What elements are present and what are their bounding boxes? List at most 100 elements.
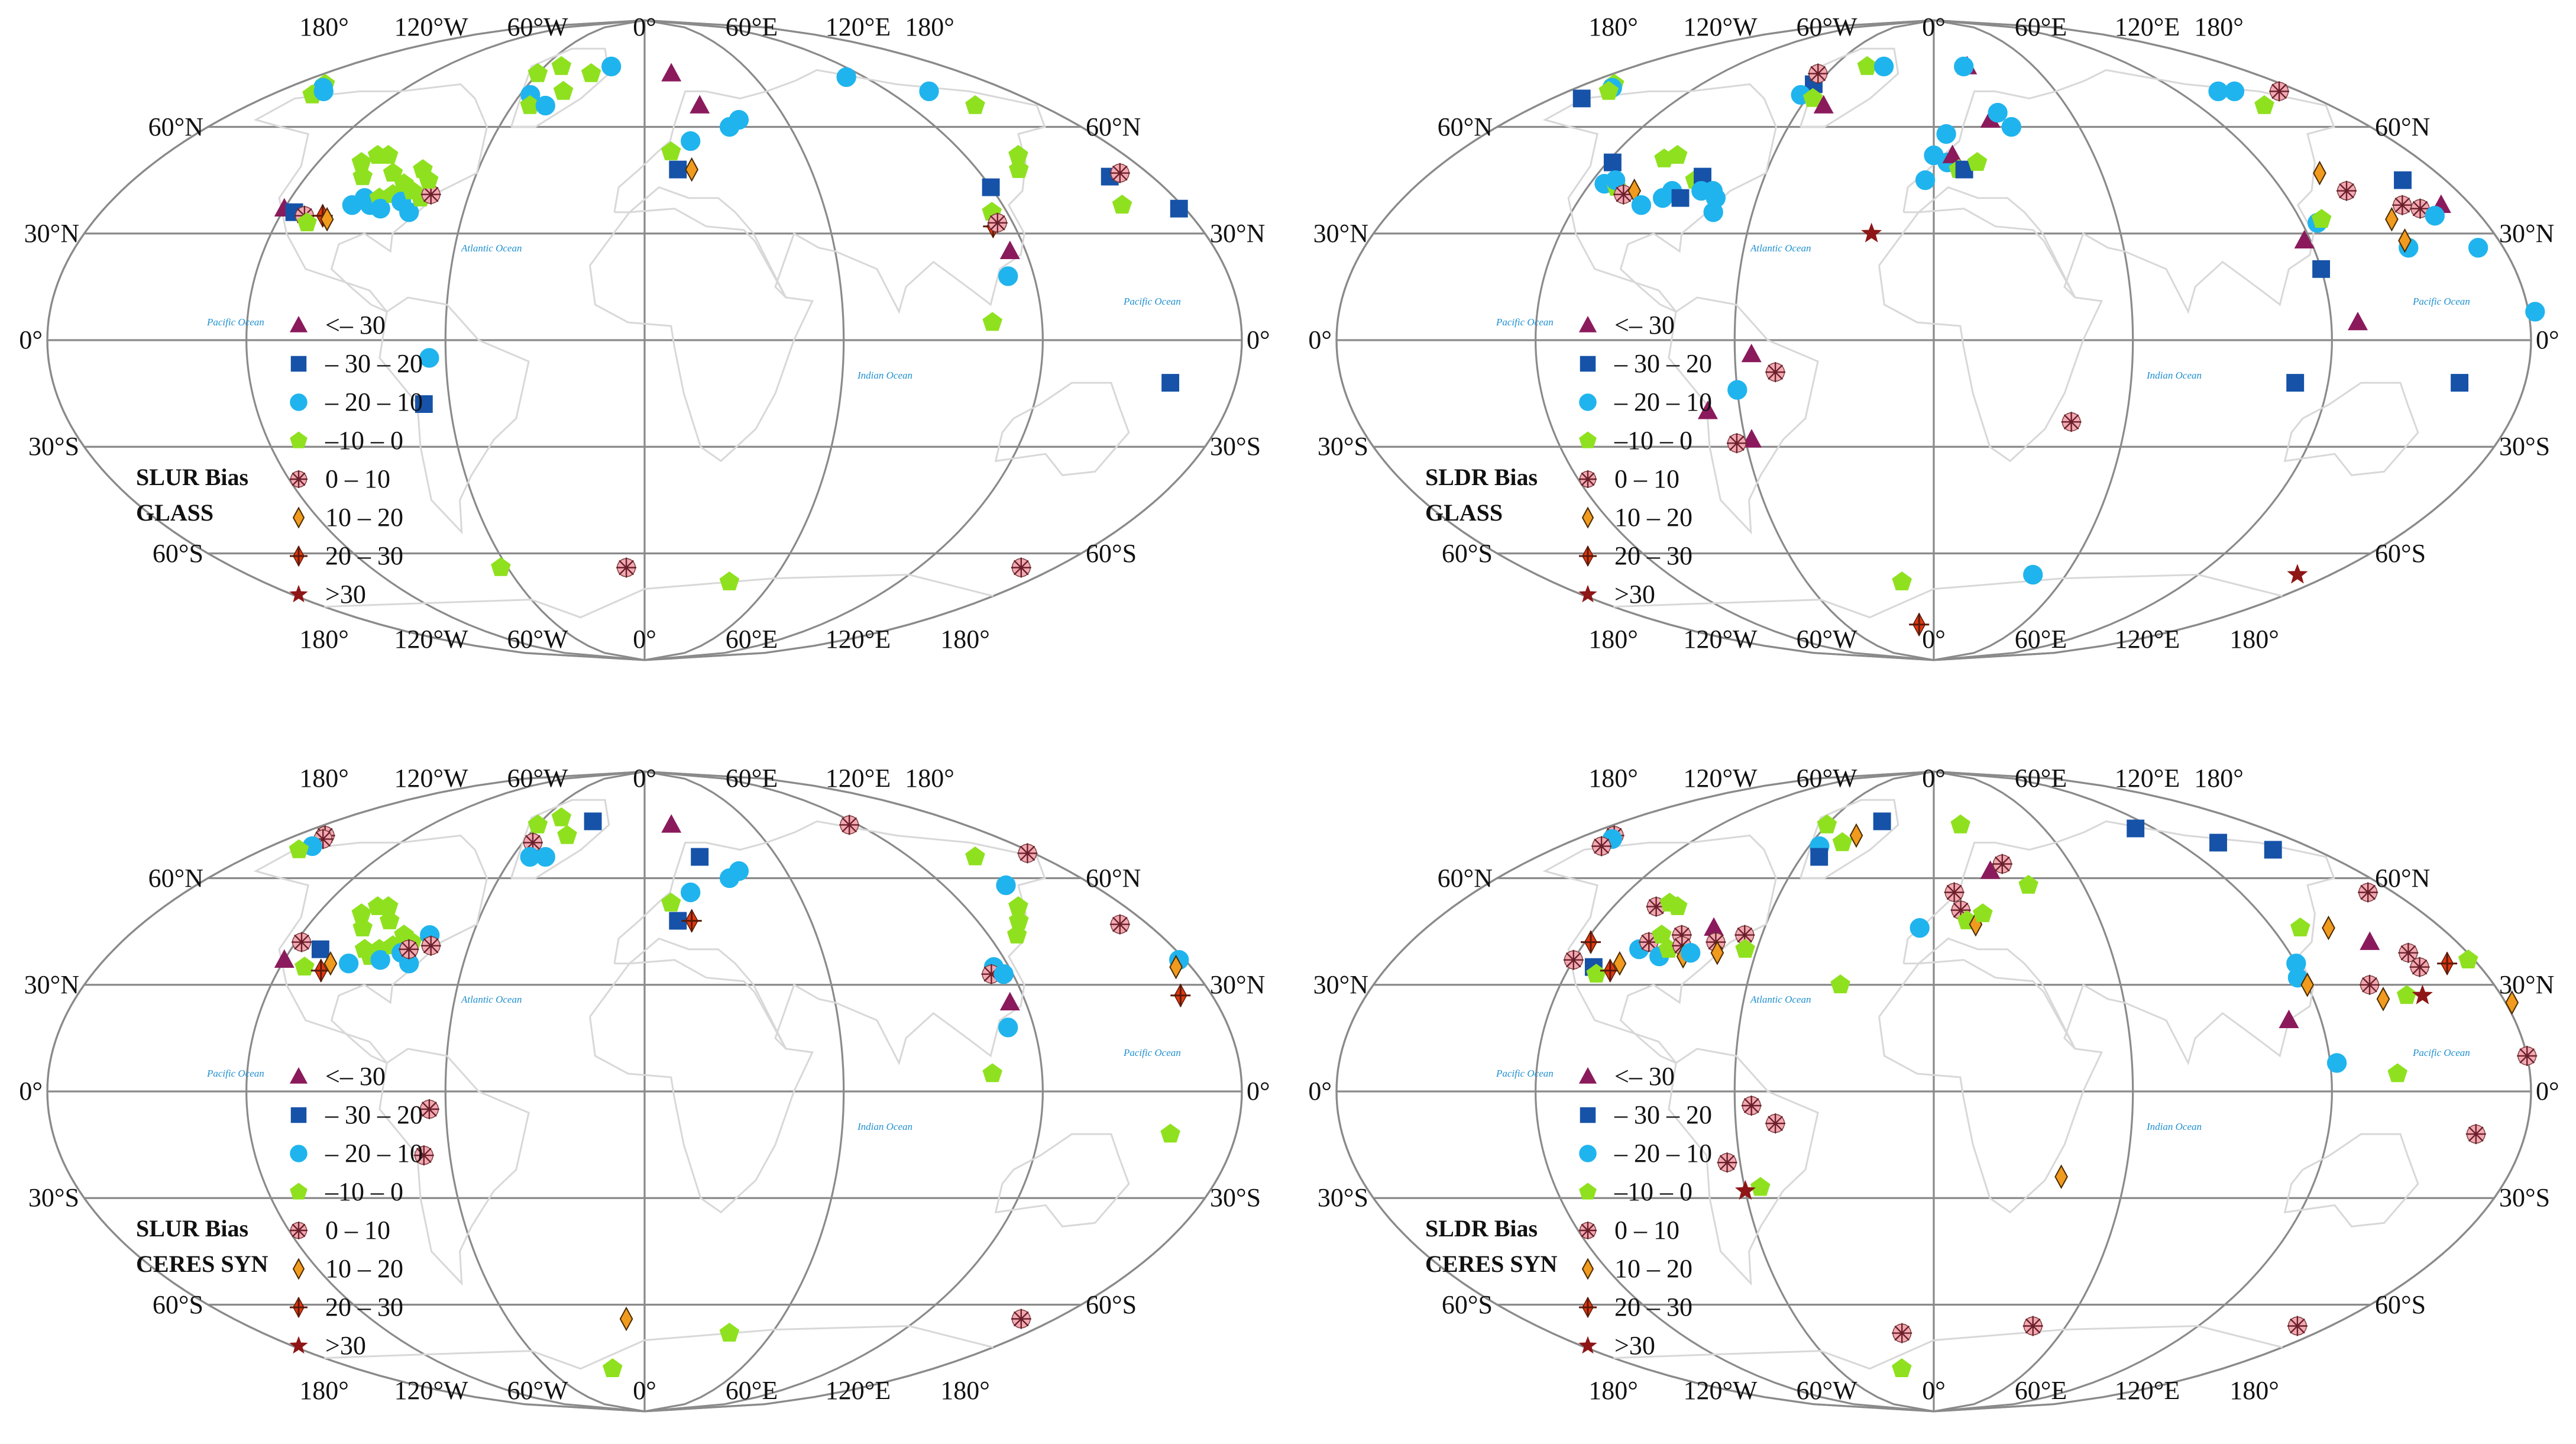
- lat-label-left: 30°N: [24, 219, 79, 248]
- lat-label-right: 0°: [2536, 1077, 2559, 1106]
- lon-label-top: 0°: [633, 764, 656, 793]
- lon-label-top: 180°: [299, 12, 349, 41]
- coastline: [2283, 1133, 2419, 1227]
- lat-label-right: 60°N: [1086, 864, 1141, 893]
- site-marker-lt-m30: [2348, 311, 2368, 331]
- site-markers: [1563, 812, 2538, 1378]
- legend-label: 10 – 20: [1614, 503, 1692, 532]
- site-marker-m20-m10: [993, 964, 1014, 984]
- site-marker-m20-m10: [996, 875, 1016, 896]
- site-marker-m30-m20: [1603, 153, 1622, 172]
- lat-label-left: 60°S: [153, 1290, 203, 1319]
- legend-title-line2: GLASS: [1425, 499, 1503, 526]
- site-markers: [274, 56, 1188, 590]
- site-marker-m30-m20: [415, 395, 433, 414]
- site-marker-p0-10: [420, 935, 441, 956]
- legend: <– 30 – 30 – 20 – 20 – 10 –10 – 0 0 – 10 10 –…: [1578, 311, 1712, 609]
- lat-label-left: 60°N: [148, 864, 203, 893]
- site-marker-m20-m10: [681, 131, 701, 151]
- lat-label-left: 30°N: [1313, 970, 1368, 999]
- ocean-label-pacific-west: Pacific Ocean: [2412, 296, 2470, 307]
- lon-label-top: 0°: [1922, 764, 1946, 793]
- site-marker-m30-m20: [1955, 160, 1973, 179]
- legend-title-line1: SLDR Bias: [1425, 1215, 1538, 1242]
- lon-label-bottom: 120°W: [394, 1376, 468, 1405]
- legend-label: 0 – 10: [325, 464, 390, 493]
- site-marker-m20-m10: [998, 266, 1018, 286]
- map-panel-slur-ceres: Atlantic Ocean Pacific Ocean Pacific Oce…: [12, 763, 1277, 1413]
- site-marker-p10-20: [2376, 987, 2390, 1012]
- site-marker-lt-m30: [690, 95, 710, 114]
- site-markers: [274, 807, 1191, 1378]
- lat-label-right: 30°N: [1210, 970, 1265, 999]
- site-marker-p0-10: [2392, 195, 2413, 215]
- site-marker-m20-m10: [1727, 380, 1747, 400]
- lon-label-bottom: 60°W: [1796, 1376, 1857, 1405]
- site-marker-m20-m10: [601, 56, 622, 77]
- ocean-labels: Atlantic Ocean Pacific Ocean Pacific Oce…: [206, 994, 1181, 1132]
- legend-marker-m10-0: [1579, 431, 1597, 448]
- legend-marker-gt30: [289, 1336, 308, 1354]
- site-marker-m30-m20: [669, 160, 687, 179]
- map-panel-sldr-glass: Atlantic Ocean Pacific Ocean Pacific Oce…: [1301, 12, 2567, 661]
- lon-label-bottom: 120°E: [2115, 625, 2180, 654]
- site-marker-m30-m20: [2127, 819, 2145, 838]
- lat-label-right: 30°S: [2499, 432, 2550, 461]
- lon-label-top: 180°: [2194, 12, 2244, 41]
- lon-label-top: 60°W: [1796, 12, 1857, 41]
- axis-labels: 180° 120°W 60°W 0° 60°E 120°E 180° 180° 120°W 60°…: [1308, 12, 2559, 654]
- site-marker-m10-0: [1652, 924, 1672, 944]
- site-marker-p20-30: [310, 958, 331, 983]
- site-marker-m20-m10: [1915, 170, 1936, 190]
- site-marker-m10-0: [352, 166, 373, 185]
- site-marker-m10-0: [1892, 1358, 1912, 1378]
- legend-label: – 30 – 20: [1614, 1100, 1712, 1129]
- lat-label-right: 60°S: [2375, 1290, 2426, 1319]
- site-marker-gt30: [1734, 1180, 1756, 1200]
- legend: <– 30 – 30 – 20 – 20 – 10 –10 – 0 0 – 10 10 –…: [1578, 1062, 1712, 1360]
- legend-title-line1: SLUR Bias: [136, 464, 248, 490]
- legend-label: 10 – 20: [325, 1254, 403, 1283]
- site-marker-p20-30: [1581, 930, 1601, 954]
- site-marker-m20-m10: [1703, 202, 1723, 222]
- lon-label-top: 0°: [633, 12, 656, 41]
- legend-label: <– 30: [1614, 311, 1675, 340]
- lat-label-right: 0°: [1247, 1077, 1270, 1106]
- site-marker-p0-10: [292, 932, 312, 952]
- lat-label-right: 60°S: [1086, 1290, 1137, 1319]
- lon-label-top: 180°: [905, 12, 954, 41]
- site-marker-m10-0: [1007, 924, 1027, 944]
- site-marker-p20-30: [1170, 983, 1191, 1008]
- ocean-label-atlantic: Atlantic Ocean: [461, 243, 522, 254]
- coastlines: [253, 799, 1130, 1370]
- lat-label-left: 30°S: [28, 432, 79, 461]
- lon-label-top: 120°E: [826, 12, 891, 41]
- lon-label-top: 120°E: [826, 764, 891, 793]
- site-marker-m20-m10: [836, 67, 856, 88]
- coastline: [253, 834, 488, 1064]
- legend-title-line2: GLASS: [136, 499, 213, 526]
- site-marker-m20-m10: [1631, 195, 1652, 215]
- site-marker-lt-m30: [1813, 95, 1834, 114]
- lon-label-top: 60°E: [726, 12, 778, 41]
- site-marker-m20-m10: [729, 861, 749, 881]
- site-marker-p0-10: [1944, 882, 1965, 903]
- site-marker-m10-0: [661, 892, 681, 912]
- lon-label-top: 180°: [1588, 12, 1638, 41]
- site-marker-p0-10: [2360, 974, 2380, 995]
- site-marker-m20-m10: [2023, 564, 2043, 585]
- site-marker-m10-0: [1832, 832, 1853, 851]
- lon-label-top: 60°W: [507, 764, 568, 793]
- legend-marker-m20-m10: [290, 393, 308, 411]
- legend-label: – 20 – 10: [325, 1139, 423, 1168]
- site-marker-lt-m30: [661, 63, 682, 82]
- lat-label-left: 0°: [19, 1077, 43, 1106]
- lon-label-bottom: 0°: [633, 625, 656, 654]
- site-marker-m20-m10: [370, 950, 390, 970]
- site-marker-p10-20: [2385, 206, 2399, 232]
- ocean-label-indian: Indian Ocean: [2146, 1121, 2202, 1132]
- graticule: [46, 19, 1243, 661]
- legend-title-line1: SLUR Bias: [136, 1215, 248, 1242]
- legend-marker-lt-m30: [1578, 315, 1597, 332]
- legend-label: 20 – 30: [325, 541, 403, 570]
